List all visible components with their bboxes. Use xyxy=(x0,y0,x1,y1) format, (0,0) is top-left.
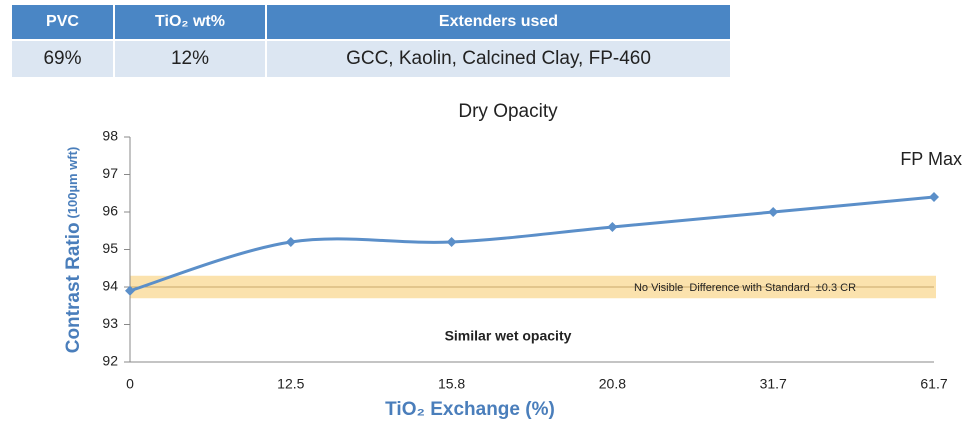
annotation: FP Max xyxy=(900,149,962,169)
data-point xyxy=(607,222,618,232)
y-tick-label: 94 xyxy=(102,278,118,294)
data-point xyxy=(446,237,457,247)
data-point xyxy=(929,192,939,202)
x-tick-label: 15.8 xyxy=(438,376,465,392)
y-axis-label-unit: (100µm wft) xyxy=(65,147,80,219)
chart-title: Dry Opacity xyxy=(458,101,558,122)
annotation: No Visible Difference with Standard ±0.3… xyxy=(634,282,856,294)
y-tick-label: 92 xyxy=(102,353,118,369)
y-tick-label: 97 xyxy=(102,165,118,181)
x-tick-label: 31.7 xyxy=(760,376,787,392)
x-tick-label: 20.8 xyxy=(599,376,626,392)
x-axis-label: TiO₂ Exchange (%) xyxy=(385,399,555,420)
series-line xyxy=(129,195,935,293)
x-tick-label: 12.5 xyxy=(277,376,304,392)
header-cell: Extenders used xyxy=(267,5,730,39)
y-tick-label: 98 xyxy=(102,128,118,144)
table-row: 69% 12% GCC, Kaolin, Calcined Clay, FP-4… xyxy=(12,39,730,77)
table-cell: GCC, Kaolin, Calcined Clay, FP-460 xyxy=(267,39,730,77)
data-point xyxy=(125,285,135,296)
header-cell: TiO₂ wt% xyxy=(115,5,267,39)
y-tick-label: 93 xyxy=(102,315,118,331)
y-axis-label-main: Contrast Ratio xyxy=(63,222,84,353)
y-tick-label: 95 xyxy=(102,240,118,256)
table: PVC TiO₂ wt% Extenders used 69% 12% GCC,… xyxy=(12,5,730,77)
x-tick-label: 0 xyxy=(126,376,134,392)
table-header: PVC TiO₂ wt% Extenders used xyxy=(12,5,730,39)
table-cell: 69% xyxy=(12,39,115,77)
table-cell: 12% xyxy=(115,39,267,77)
annotation: Similar wet opacity xyxy=(445,328,572,344)
x-tick-label: 61.7 xyxy=(920,376,947,392)
data-point xyxy=(285,237,296,247)
header-cell: PVC xyxy=(12,5,115,39)
y-tick-label: 96 xyxy=(102,203,118,219)
data-point xyxy=(768,207,779,217)
y-axis-label: Contrast Ratio (100µm wft) xyxy=(63,147,84,354)
